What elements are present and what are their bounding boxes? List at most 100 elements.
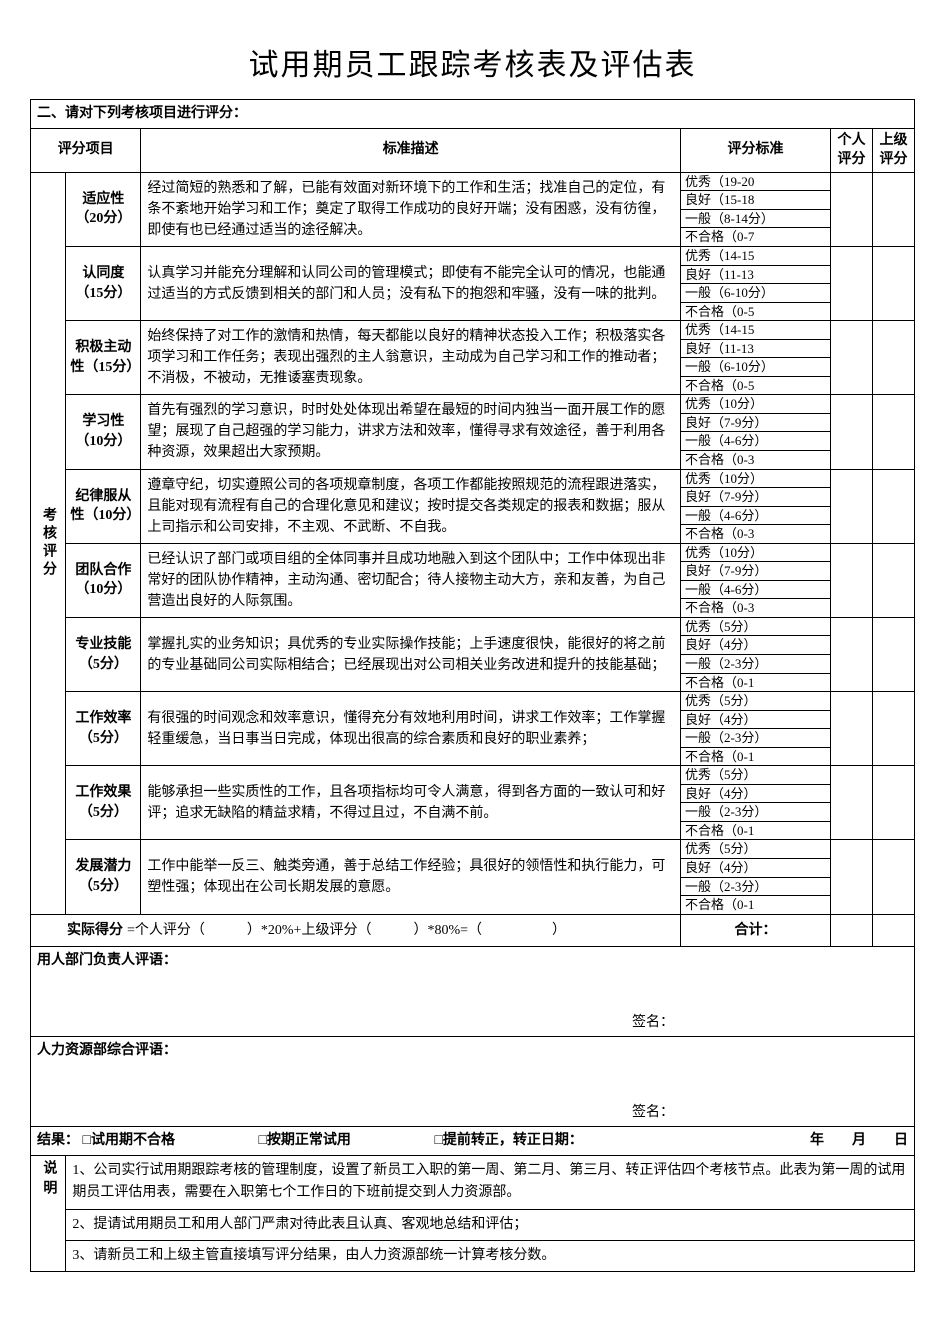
criteria: 优秀（5分）良好（4分）一般（2-3分）不合格（0-1 — [681, 840, 831, 914]
criteria-level: 优秀（5分） — [681, 618, 830, 636]
sup-score-cell[interactable] — [873, 172, 915, 246]
notes-row: 说明 1、公司实行试用期跟踪考核的管理制度，设置了新员工入职的第一周、第二月、第… — [31, 1155, 915, 1209]
self-score-cell[interactable] — [831, 543, 873, 617]
item-name: 认同度（15分） — [66, 246, 141, 320]
item-name: 专业技能（5分） — [66, 617, 141, 691]
criteria-level: 一般（2-3分） — [681, 877, 830, 896]
criteria-level: 良好（15-18 — [681, 191, 830, 210]
item-row: 工作效果（5分） 能够承担一些实质性的工作，且各项指标均可令人满意，得到各方面的… — [31, 766, 915, 840]
hr-comment-label: 人力资源部综合评语： — [37, 1043, 177, 1058]
criteria-level: 一般（4-6分） — [681, 580, 830, 599]
item-desc: 已经认识了部门或项目组的全体同事并且成功地融入到这个团队中；工作中体现出非常好的… — [141, 543, 681, 617]
item-row: 工作效率（5分） 有很强的时间观念和效率意识，懂得充分有效地利用时间，讲求工作效… — [31, 692, 915, 766]
result-label: 结果： — [37, 1133, 79, 1148]
self-score-cell[interactable] — [831, 617, 873, 691]
criteria: 优秀（10分）良好（7-9分）一般（4-6分）不合格（0-3 — [681, 543, 831, 617]
criteria: 优秀（5分）良好（4分）一般（2-3分）不合格（0-1 — [681, 766, 831, 840]
result-date[interactable]: 年 月 日 — [810, 1131, 908, 1151]
result-opt-normal[interactable]: □按期正常试用 — [258, 1133, 430, 1148]
formula-row: 实际得分=个人评分（ ）*20%+上级评分（ ）*80%=（ ） 合计： — [31, 914, 915, 947]
self-score-cell[interactable] — [831, 246, 873, 320]
criteria-level: 不合格（0-1 — [681, 896, 830, 914]
section2-header: 二、请对下列考核项目进行评分： — [31, 100, 915, 129]
total-self[interactable] — [831, 914, 873, 947]
formula-text: 实际得分=个人评分（ ）*20%+上级评分（ ）*80%=（ ） — [31, 914, 681, 947]
criteria-level: 优秀（5分） — [681, 766, 830, 784]
criteria-level: 不合格（0-3 — [681, 599, 830, 617]
criteria-level: 一般（6-10分） — [681, 358, 830, 377]
item-name: 学习性（10分） — [66, 395, 141, 469]
hr-comment-block[interactable]: 人力资源部综合评语： 签名： — [31, 1037, 915, 1127]
item-desc: 能够承担一些实质性的工作，且各项指标均可令人满意，得到各方面的一致认可和好评；追… — [141, 766, 681, 840]
dept-comment-label: 用人部门负责人评语： — [37, 953, 177, 968]
criteria-level: 一般（4-6分） — [681, 506, 830, 525]
criteria-level: 良好（11-13 — [681, 339, 830, 358]
item-row: 认同度（15分） 认真学习并能充分理解和认同公司的管理模式；即使有不能完全认可的… — [31, 246, 915, 320]
self-score-cell[interactable] — [831, 395, 873, 469]
notes-row: 2、提请试用期员工和用人部门严肃对待此表且认真、客观地总结和评估； — [31, 1209, 915, 1240]
total-label: 合计： — [681, 914, 831, 947]
sup-score-cell[interactable] — [873, 395, 915, 469]
criteria-level: 不合格（0-1 — [681, 821, 830, 839]
col-sup: 上级评分 — [873, 128, 915, 172]
criteria-level: 一般（2-3分） — [681, 729, 830, 748]
self-score-cell[interactable] — [831, 172, 873, 246]
item-desc: 首先有强烈的学习意识，时时处处体现出希望在最短的时间内独当一面开展工作的愿望；展… — [141, 395, 681, 469]
self-score-cell[interactable] — [831, 469, 873, 543]
sup-score-cell[interactable] — [873, 469, 915, 543]
vertical-label: 考核评分 — [31, 172, 66, 914]
criteria-level: 优秀（5分） — [681, 840, 830, 858]
note-1: 1、公司实行试用期跟踪考核的管理制度，设置了新员工入职的第一周、第二月、第三月、… — [66, 1155, 915, 1209]
result-cell[interactable]: 结果： □试用期不合格 □按期正常试用 □提前转正，转正日期： 年 月 日 — [31, 1127, 915, 1156]
self-score-cell[interactable] — [831, 692, 873, 766]
item-name: 纪律服从性（10分） — [66, 469, 141, 543]
col-criteria: 评分标准 — [681, 128, 831, 172]
sup-score-cell[interactable] — [873, 321, 915, 395]
criteria-level: 一般（8-14分） — [681, 209, 830, 228]
item-desc: 有很强的时间观念和效率意识，懂得充分有效地利用时间，讲求工作效率；工作掌握轻重缓… — [141, 692, 681, 766]
sup-score-cell[interactable] — [873, 617, 915, 691]
page-title: 试用期员工跟踪考核表及评估表 — [30, 20, 915, 99]
criteria: 优秀（14-15良好（11-13一般（6-10分）不合格（0-5 — [681, 321, 831, 395]
dept-comment-block[interactable]: 用人部门负责人评语： 签名： — [31, 947, 915, 1037]
result-opt-early[interactable]: □提前转正，转正日期： — [434, 1133, 642, 1148]
item-row: 纪律服从性（10分） 遵章守纪，切实遵照公司的各项规章制度，各项工作都能按照规范… — [31, 469, 915, 543]
criteria-level: 良好（11-13 — [681, 265, 830, 284]
criteria-level: 不合格（0-7 — [681, 228, 830, 246]
criteria-level: 不合格（0-3 — [681, 450, 830, 468]
criteria-level: 优秀（14-15 — [681, 321, 830, 339]
self-score-cell[interactable] — [831, 840, 873, 914]
criteria: 优秀（19-20良好（15-18一般（8-14分）不合格（0-7 — [681, 172, 831, 246]
item-row: 团队合作（10分） 已经认识了部门或项目组的全体同事并且成功地融入到这个团队中；… — [31, 543, 915, 617]
criteria-level: 不合格（0-1 — [681, 673, 830, 691]
formula-expression: =个人评分（ ）*20%+上级评分（ ）*80%=（ ） — [127, 923, 566, 938]
criteria: 优秀（5分）良好（4分）一般（2-3分）不合格（0-1 — [681, 692, 831, 766]
item-row: 积极主动性（15分） 始终保持了对工作的激情和热情，每天都能以良好的精神状态投入… — [31, 321, 915, 395]
total-sup[interactable] — [873, 914, 915, 947]
col-item: 评分项目 — [31, 128, 141, 172]
criteria: 优秀（5分）良好（4分）一般（2-3分）不合格（0-1 — [681, 617, 831, 691]
result-opt-fail[interactable]: □试用期不合格 — [83, 1133, 255, 1148]
self-score-cell[interactable] — [831, 321, 873, 395]
criteria-level: 一般（2-3分） — [681, 655, 830, 674]
sup-score-cell[interactable] — [873, 766, 915, 840]
sup-score-cell[interactable] — [873, 840, 915, 914]
sup-score-cell[interactable] — [873, 543, 915, 617]
criteria-level: 优秀（14-15 — [681, 247, 830, 265]
item-name: 积极主动性（15分） — [66, 321, 141, 395]
criteria-level: 良好（4分） — [681, 636, 830, 655]
item-name: 工作效率（5分） — [66, 692, 141, 766]
sup-score-cell[interactable] — [873, 246, 915, 320]
self-score-cell[interactable] — [831, 766, 873, 840]
criteria-level: 良好（4分） — [681, 859, 830, 878]
criteria-level: 不合格（0-1 — [681, 747, 830, 765]
criteria-level: 良好（4分） — [681, 710, 830, 729]
criteria-level: 一般（4-6分） — [681, 432, 830, 451]
item-row: 发展潜力（5分） 工作中能举一反三、触类旁通，善于总结工作经验；具很好的领悟性和… — [31, 840, 915, 914]
sup-score-cell[interactable] — [873, 692, 915, 766]
item-desc: 工作中能举一反三、触类旁通，善于总结工作经验；具很好的领悟性和执行能力，可塑性强… — [141, 840, 681, 914]
formula-label: 实际得分 — [37, 923, 127, 938]
criteria-level: 不合格（0-5 — [681, 376, 830, 394]
criteria-level: 优秀（10分） — [681, 544, 830, 562]
col-desc: 标准描述 — [141, 128, 681, 172]
